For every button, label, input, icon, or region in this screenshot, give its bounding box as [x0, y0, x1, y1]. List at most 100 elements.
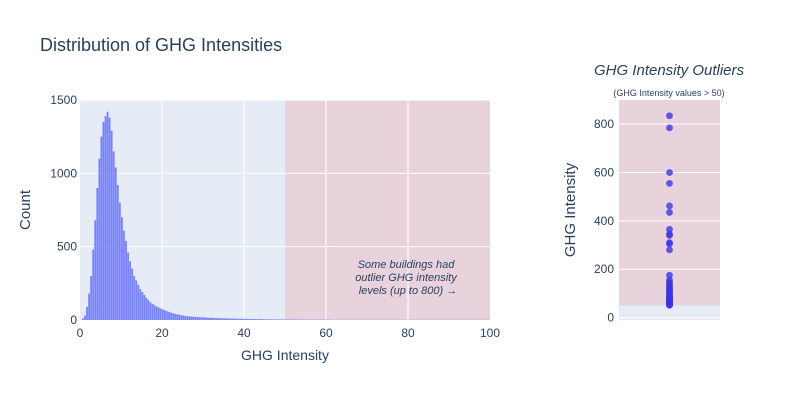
histogram-bar [205, 317, 207, 320]
histogram-bar [250, 318, 252, 320]
y-tick-label: 1000 [50, 166, 77, 180]
histogram-bar [114, 167, 117, 320]
histogram-bar [239, 318, 242, 320]
histogram-bar [235, 318, 238, 320]
histogram-gridlines [80, 99, 490, 320]
histogram-bar [104, 116, 107, 320]
histogram-bar [149, 302, 152, 320]
histogram-bar [170, 312, 172, 320]
outlier-panel: GHG Intensity Outliers (GHG Intensity va… [562, 62, 745, 325]
histogram-bar [121, 217, 123, 320]
outlier-point [666, 225, 673, 233]
histogram-bar [108, 117, 111, 320]
histogram-bar [252, 318, 254, 320]
histogram-bar [244, 318, 246, 320]
histogram-bars [82, 111, 490, 320]
histogram-bar [225, 318, 228, 320]
histogram-bar [186, 316, 189, 320]
x-tick-label: 100 [480, 326, 500, 340]
annotation-line: levels (up to 800) → [359, 285, 457, 297]
histogram-x-ticks: 0 20 40 60 80 100 [77, 326, 501, 340]
histogram-bar [196, 317, 199, 320]
histogram-bar [190, 316, 193, 320]
histogram-bar [184, 315, 187, 320]
histogram-bar [153, 305, 156, 320]
y-tick-label: 1500 [50, 93, 77, 107]
histogram-bar [272, 319, 275, 320]
histogram-panel: Distribution of GHG Intensities 0 20 40 60 8… [17, 35, 500, 363]
histogram-bar [129, 261, 131, 320]
outlier-point [666, 112, 673, 120]
histogram-bar [155, 306, 158, 320]
histogram-bar [94, 220, 97, 320]
histogram-bar [151, 303, 154, 320]
histogram-bar [217, 318, 220, 320]
x-tick-label: 40 [237, 326, 251, 340]
outlier-y-ticks: 0 200 400 600 800 [594, 117, 614, 324]
histogram-bar [102, 122, 105, 320]
outlier-annotation: Some buildings had outlier GHG intensity l… [355, 259, 458, 297]
histogram-bar [88, 293, 90, 320]
annotation-line: Some buildings had [358, 259, 456, 271]
histogram-bar [164, 310, 166, 320]
histogram-bar [133, 276, 136, 320]
histogram-bar [211, 317, 213, 320]
histogram-bar [254, 319, 257, 320]
histogram-bar [241, 318, 244, 320]
histogram-bar [118, 202, 121, 320]
histogram-bar [135, 280, 138, 320]
histogram-bar [258, 319, 261, 320]
histogram-x-axis-label: GHG Intensity [241, 347, 329, 363]
histogram-bar [246, 318, 248, 320]
outlier-title: GHG Intensity Outliers [594, 62, 745, 79]
histogram-y-ticks: 0 500 1000 1500 [50, 93, 77, 327]
histogram-bar [84, 315, 86, 320]
x-tick-label: 0 [77, 326, 84, 340]
histogram-bar [264, 319, 267, 320]
histogram-bar [162, 309, 164, 320]
histogram-bar [282, 319, 285, 320]
annotation-line: outlier GHG intensity [355, 272, 458, 284]
histogram-bar [145, 298, 148, 320]
outlier-point [666, 301, 673, 309]
histogram-bar [180, 315, 183, 320]
histogram-bar [157, 307, 160, 320]
outlier-point [666, 209, 673, 216]
histogram-bar [141, 292, 144, 320]
histogram-bar [266, 319, 269, 320]
histogram-bar [233, 318, 236, 320]
histogram-bar [248, 318, 250, 320]
histogram-bar [278, 319, 281, 320]
histogram-bar [86, 306, 88, 320]
outlier-y-axis-label: GHG Intensity [562, 162, 579, 257]
y-tick-label: 600 [594, 166, 614, 180]
outlier-point [666, 246, 673, 254]
x-tick-label: 60 [319, 326, 333, 340]
histogram-bar [256, 319, 259, 320]
outlier-point [666, 124, 673, 132]
histogram-bar [268, 319, 271, 320]
histogram-bar [96, 188, 99, 320]
histogram-bar [172, 313, 175, 320]
histogram-bar [176, 314, 179, 320]
histogram-bar [237, 318, 240, 320]
histogram-bar [223, 318, 226, 320]
histogram-bar [260, 319, 263, 320]
histogram-bar [90, 276, 93, 320]
histogram-bar [192, 316, 195, 320]
histogram-bar [139, 289, 142, 320]
histogram-bar [203, 317, 205, 320]
histogram-bar [106, 111, 109, 320]
outlier-point [666, 240, 673, 248]
histogram-bar [168, 311, 170, 320]
x-tick-label: 20 [155, 326, 169, 340]
y-tick-label: 500 [57, 240, 77, 254]
histogram-bar [123, 230, 125, 320]
y-tick-label: 0 [70, 313, 77, 327]
histogram-bar [262, 319, 265, 320]
histogram-bar [147, 300, 150, 320]
histogram-bar [280, 319, 283, 320]
y-tick-label: 0 [607, 311, 614, 325]
histogram-bar [127, 252, 129, 320]
